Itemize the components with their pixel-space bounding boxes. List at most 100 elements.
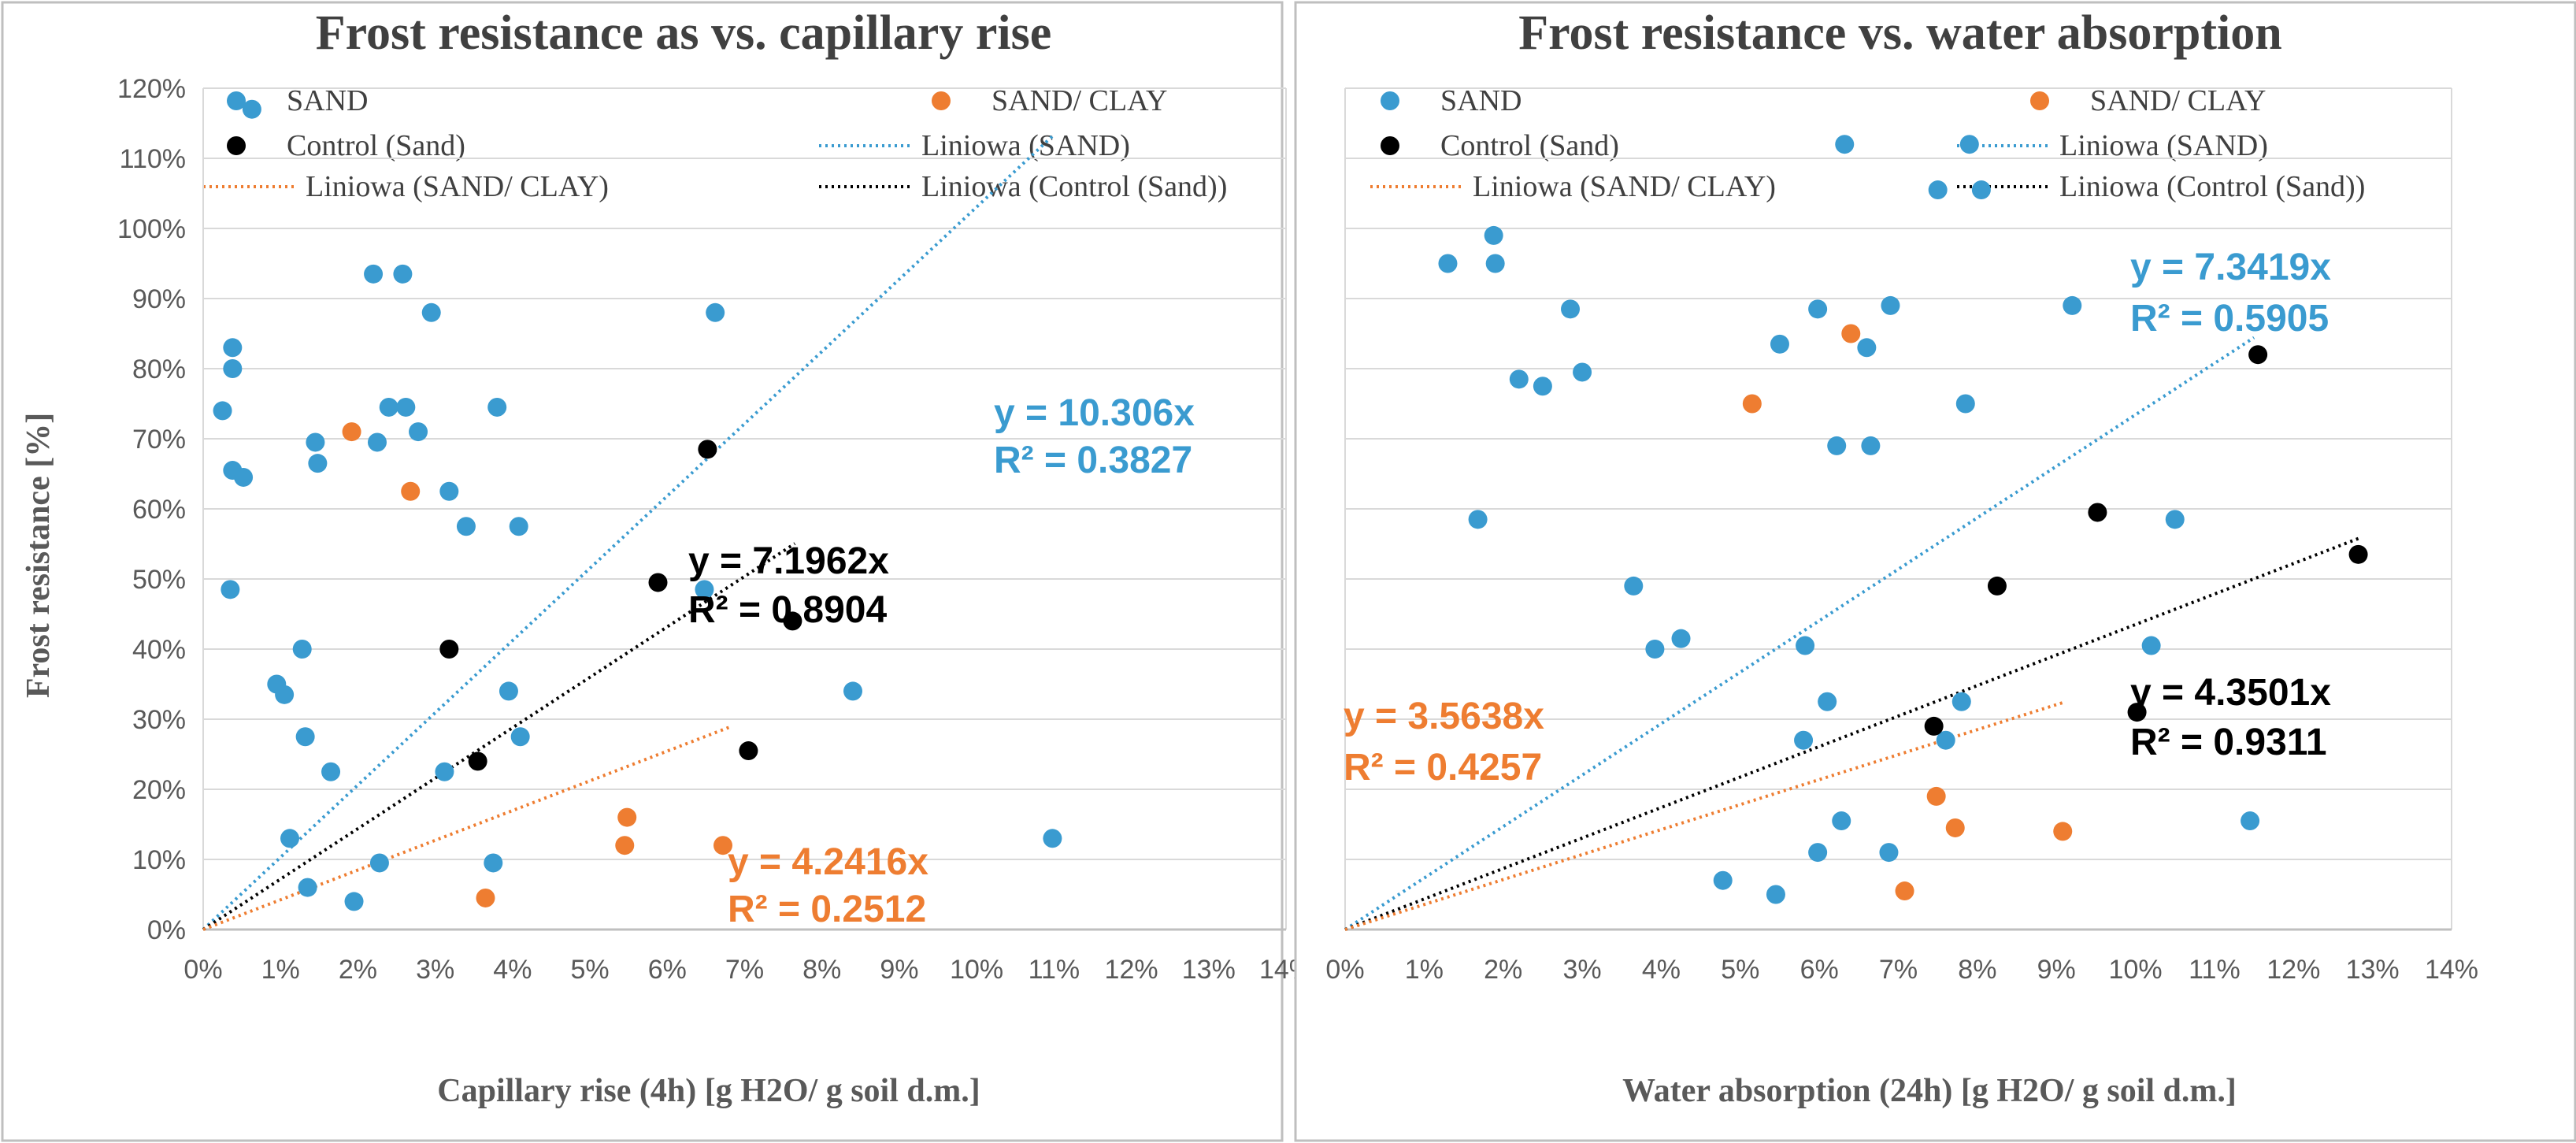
c1-point-sand — [409, 422, 428, 442]
c2-point-sand — [1959, 135, 1979, 154]
c2-legend-label: Control (Sand) — [1440, 129, 1619, 162]
c1-x-tick-label: 11% — [1029, 955, 1080, 985]
chart-capillary-rise: Frost resistance as vs. capillary rise SA… — [1, 1, 1313, 1142]
c1-legend-marker-control — [227, 136, 246, 155]
c1-y-tick-label: 30% — [132, 705, 186, 735]
c2-point-sand_clay — [1895, 881, 1914, 901]
c2-point-sand — [1794, 730, 1814, 750]
c1-legend-label: SAND — [287, 84, 368, 117]
c2-point-sand — [1818, 692, 1837, 711]
c2-point-sand — [1624, 576, 1644, 596]
c2-point-sand — [1951, 692, 1971, 711]
c2-r2-control: R² = 0.9311 — [2130, 722, 2327, 763]
c1-equation-sand_clay: y = 4.2416x — [728, 841, 928, 883]
c1-legend-label: Liniowa (SAND/ CLAY) — [306, 170, 609, 203]
c1-point-sand — [364, 264, 384, 284]
c2-equation-sand_clay: y = 3.5638x — [1344, 696, 1544, 737]
c1-r2-control: R² = 0.8904 — [688, 589, 887, 631]
c1-point-sand_clay — [401, 481, 421, 501]
c1-point-sand — [369, 853, 389, 873]
c1-point-sand — [510, 727, 530, 747]
c1-point-control — [439, 640, 459, 659]
c2-point-sand — [1827, 436, 1847, 455]
c1-equation-sand: y = 10.306x — [994, 392, 1195, 434]
c1-panel-frame — [1, 1, 1284, 1142]
c2-r2-sand: R² = 0.5905 — [2130, 298, 2329, 340]
c1-point-sand — [456, 517, 476, 536]
c1-x-axis-title: Capillary rise (4h) [g H2O/ g soil d.m.] — [437, 1073, 980, 1109]
c2-x-tick-label: 12% — [2267, 955, 2320, 985]
c1-point-control — [739, 741, 758, 761]
c1-x-tick-label: 8% — [802, 955, 841, 985]
c2-point-sand — [1766, 885, 1785, 904]
c2-point-sand — [1509, 369, 1529, 389]
c2-point-sand — [1533, 377, 1552, 396]
c1-y-tick-label: 20% — [132, 775, 186, 805]
c1-point-sand — [367, 432, 387, 452]
c1-x-tick-label: 2% — [339, 955, 377, 985]
c1-y-tick-label: 0% — [147, 915, 186, 945]
chart-water-absorption: Frost resistance vs. water absorption SAN… — [1294, 1, 2576, 1142]
c1-point-sand — [379, 397, 398, 417]
c1-point-sand — [221, 580, 240, 599]
c1-point-sand — [223, 338, 243, 358]
c1-y-tick-label: 90% — [132, 284, 186, 314]
c1-point-sand — [439, 481, 459, 501]
c2-point-sand — [1879, 843, 1899, 863]
c1-legend-label: Liniowa (SAND) — [921, 129, 1130, 162]
c2-point-sand — [1881, 295, 1900, 315]
c2-point-control — [2088, 503, 2107, 522]
c1-legend-label: Liniowa (Control (Sand)) — [921, 170, 1227, 203]
c2-point-sand — [1573, 362, 1592, 382]
c2-point-sand_clay — [1945, 818, 1965, 837]
c1-y-tick-label: 100% — [117, 214, 186, 244]
c1-point-sand — [280, 829, 299, 848]
c1-point-sand — [298, 878, 317, 897]
c1-point-sand — [275, 685, 295, 704]
c1-y-axis-title: Frost resistance [%] — [20, 413, 57, 698]
c1-y-tick-label: 80% — [132, 354, 186, 384]
c2-x-tick-label: 7% — [1879, 955, 1918, 985]
c2-equation-sand: y = 7.3419x — [2130, 247, 2331, 288]
c1-point-sand — [421, 302, 441, 322]
c1-point-sand — [213, 401, 232, 421]
c1-equation-control: y = 7.1962x — [688, 540, 889, 582]
c2-point-sand — [1438, 254, 1458, 273]
c2-point-control — [2348, 544, 2368, 564]
c1-x-tick-label: 3% — [416, 955, 454, 985]
c2-point-control — [2248, 345, 2268, 365]
c2-point-control — [1987, 576, 2007, 596]
c2-point-sand — [1971, 180, 1991, 200]
c1-point-sand — [308, 454, 328, 473]
c2-point-sand_clay — [2053, 822, 2073, 841]
c1-point-sand — [695, 580, 714, 599]
c1-point-control — [783, 611, 802, 631]
c2-x-tick-label: 9% — [2037, 955, 2076, 985]
c2-x-tick-label: 3% — [1563, 955, 1602, 985]
c1-y-tick-label: 110% — [120, 144, 186, 174]
c2-x-tick-label: 5% — [1721, 955, 1759, 985]
c1-trendline-control — [202, 542, 796, 931]
c2-point-sand — [1671, 629, 1691, 648]
c1-point-sand — [435, 762, 454, 781]
c1-point-sand — [706, 302, 725, 322]
c1-x-tick-label: 12% — [1105, 955, 1158, 985]
c2-legend-label: Liniowa (SAND) — [2059, 129, 2268, 162]
c1-point-control — [648, 573, 668, 592]
c2-point-sand — [1928, 180, 1948, 200]
c2-point-sand_clay — [1841, 324, 1861, 343]
c1-point-sand — [396, 397, 416, 417]
c1-point-sand — [295, 727, 315, 747]
c2-point-control — [2127, 703, 2147, 722]
c2-point-sand — [1770, 334, 1789, 354]
c1-point-sand — [321, 762, 341, 781]
c1-y-tick-label: 60% — [132, 495, 186, 525]
c1-y-tick-label: 50% — [132, 565, 186, 595]
c1-point-sand — [1043, 829, 1062, 848]
c2-x-tick-label: 14% — [2425, 955, 2478, 985]
c2-x-tick-label: 6% — [1800, 955, 1839, 985]
c1-point-control — [468, 751, 487, 771]
c2-point-sand_clay — [1926, 786, 1946, 806]
c2-point-sand — [1468, 510, 1488, 529]
c2-x-tick-label: 13% — [2346, 955, 2400, 985]
